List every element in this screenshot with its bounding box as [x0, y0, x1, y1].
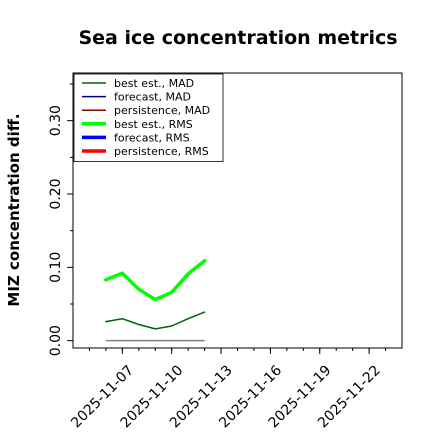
legend-label: persistence, MAD [114, 104, 210, 117]
legend-box [73, 73, 224, 162]
series-line-3 [104, 258, 207, 302]
legend-label: forecast, MAD [114, 91, 191, 104]
series-line-0 [105, 311, 206, 330]
y-axis: 0.00 0.10 0.20 0.30 [48, 83, 73, 356]
chart-title: Sea ice concentration metrics [78, 27, 397, 49]
legend-label: forecast, RMS [114, 131, 190, 144]
legend-label: persistence, RMS [114, 145, 209, 158]
y-tick-label: 0.10 [48, 252, 64, 283]
y-tick-label: 0.00 [48, 325, 64, 356]
legend-label: best est., RMS [114, 118, 193, 131]
legend-label: best est., MAD [114, 77, 194, 90]
y-tick-label: 0.30 [48, 105, 64, 136]
y-axis-label: MIZ concentration diff. [5, 113, 23, 306]
x-axis: 2025-11-072025-11-102025-11-132025-11-16… [68, 348, 387, 431]
y-tick-label: 0.20 [48, 178, 64, 209]
series-layer [104, 258, 207, 342]
